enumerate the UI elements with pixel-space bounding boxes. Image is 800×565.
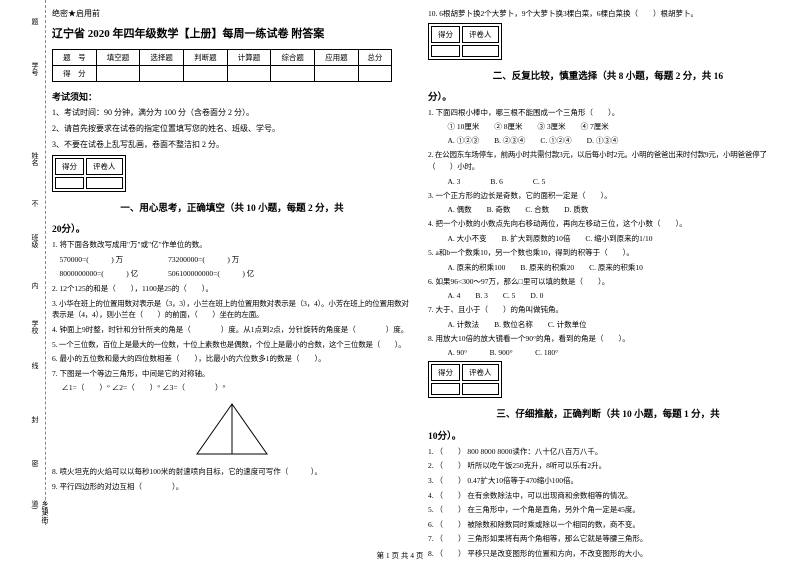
q-item: 8000000000=( ) 亿 506100000000=( ) 亿 xyxy=(52,268,412,280)
row-label: 得 分 xyxy=(53,66,97,82)
q-item: 6. （ ） 被除数和除数同时乘或除以一个相同的数，商不变。 xyxy=(428,519,788,531)
q-item: 3. 一个正方形的边长是奇数，它的面积一定是（ ）。 xyxy=(428,190,788,202)
th: 计算题 xyxy=(227,50,271,66)
q-item: 2. 在公园东车场停车，前两小时共需付款3元，以后每小时2元。小明的爸爸出来时付… xyxy=(428,149,788,172)
th: 应用题 xyxy=(315,50,359,66)
q-item: 8. 用放大10倍的放大镜看一个90°的角，看到的角是（ ）。 xyxy=(428,333,788,345)
triangle-figure xyxy=(52,400,412,460)
q-item: 3. 小华在班上的位置用数对表示是（3，3），小兰在班上的位置用数对表示是（3，… xyxy=(52,298,412,321)
q-item: 4. （ ） 在有余数除法中，可以出现商和余数相等的情况。 xyxy=(428,490,788,502)
score-cell: 得分 xyxy=(55,158,84,175)
binding-label-town: 乡镇(街道) xyxy=(30,500,50,525)
binding-mark-xian: 线 xyxy=(30,362,40,369)
q-opts: ① 10厘米 ② 8厘米 ③ 3厘米 ④ 7厘米 xyxy=(440,121,788,132)
scorer-box: 得分评卷人 xyxy=(428,361,502,398)
q-opts: A. 3 B. 6 C. 5 xyxy=(440,176,788,187)
score-cell: 得分 xyxy=(431,364,460,381)
grader-cell: 评卷人 xyxy=(86,158,123,175)
q-item: 7. 下图是一个等边三角形，中间是它的对称轴。 xyxy=(52,368,412,380)
q-item: ∠1=（ ）° ∠2=（ ）° ∠3=（ ）° xyxy=(52,382,412,394)
q-item: 9. 平行四边形的对边互相（ ）。 xyxy=(52,481,412,493)
q-opts: A. 计数法 B. 数位名称 C. 计数单位 xyxy=(440,319,788,330)
q-item: 4. 把一个小数的小数点先向右移动两位，再向左移动三位，这个小数（ ）。 xyxy=(428,218,788,230)
grader-cell: 评卷人 xyxy=(462,26,499,43)
th: 综合题 xyxy=(271,50,315,66)
section1-title-b: 20分）。 xyxy=(52,221,412,235)
exam-title: 辽宁省 2020 年四年级数学【上册】每周一练试卷 附答案 xyxy=(52,25,412,41)
th: 填空题 xyxy=(96,50,140,66)
notice-title: 考试须知： xyxy=(52,90,412,103)
q-item: 2. 12个125的和是（ ），1100是25的（ ）。 xyxy=(52,283,412,295)
q-item: 2. （ ） 听所以吃午饭250克升，8听可以乐有2升。 xyxy=(428,460,788,472)
binding-label-school: 学校 xyxy=(30,320,40,334)
th: 总分 xyxy=(358,50,391,66)
q-item: 6. 最小的五位数和最大的四位数相差（ ），比最小的六位数多1的数是（ ）。 xyxy=(52,353,412,365)
binding-label-class: 班级 xyxy=(30,234,40,248)
q-item: 5. 一个三位数，百位上是最大的一位数，十位上素数也是偶数，个位上是最小的合数，… xyxy=(52,339,412,351)
q-item: 1. 将下面各数改写成用"万"或"亿"作单位的数。 xyxy=(52,239,412,251)
th: 题 号 xyxy=(53,50,97,66)
left-column: 绝密★启用前 辽宁省 2020 年四年级数学【上册】每周一练试卷 附答案 题 号… xyxy=(52,8,412,563)
q-opts: A. 大小不变 B. 扩大到原数的10倍 C. 缩小到原来的1/10 xyxy=(440,233,788,244)
binding-label-name: 姓名 xyxy=(30,152,40,166)
q-opts: A. 原来的积乘100 B. 原来的积乘20 C. 原来的积乘10 xyxy=(440,262,788,273)
q-item: 1. （ ） 800 8000 8000读作：八十亿八百万八千。 xyxy=(428,446,788,458)
th: 判断题 xyxy=(184,50,228,66)
th: 选择题 xyxy=(140,50,184,66)
binding-mark-nei: 内 xyxy=(30,282,40,289)
isoceles-triangle-icon xyxy=(189,400,275,458)
q-item: 570000=( ) 万 73200000=( ) 万 xyxy=(52,254,412,266)
q-opts: A. 90° B. 900° C. 180° xyxy=(440,347,788,358)
section1-title: 一、用心思考，正确填空（共 10 小题，每题 2 分，共 xyxy=(52,202,412,217)
notice-item: 2、请首先按要求在试卷的指定位置填写您的姓名、班级、学号。 xyxy=(52,123,412,135)
q-opts: A. 偶数 B. 奇数 C. 合数 D. 质数 xyxy=(440,204,788,215)
binding-label-xuehao: 学号 xyxy=(30,62,40,76)
secret-mark: 绝密★启用前 xyxy=(52,8,412,19)
score-summary-table: 题 号 填空题 选择题 判断题 计算题 综合题 应用题 总分 得 分 xyxy=(52,49,392,82)
q-item: 6. 如果96<300～97万，那么□里可以填的数是（ ）。 xyxy=(428,276,788,288)
binding-mark-feng: 封 xyxy=(30,416,40,423)
grader-cell: 评卷人 xyxy=(462,364,499,381)
q-item: 7. 大于、且小于（ ）的角叫做钝角。 xyxy=(428,304,788,316)
q-item: 8. 喷火坦克的火焰可以以每秒100米的射速喷向目标，它的速度可写作（ ）。 xyxy=(52,466,412,478)
q-item: 5. a和b一个数乘10，另一个数也乘10，得到的积等于（ ）。 xyxy=(428,247,788,259)
page-content: 绝密★启用前 辽宁省 2020 年四年级数学【上册】每周一练试卷 附答案 题 号… xyxy=(52,8,792,563)
right-column: 10. 6根胡萝卜换2个大萝卜，9个大萝卜换3棵白菜，6棵白菜换（ ）根胡萝卜。… xyxy=(428,8,788,563)
section2-title: 二、反复比较，慎重选择（共 8 小题，每题 2 分，共 16 xyxy=(428,70,788,85)
binding-mark: 不 xyxy=(30,200,40,207)
q-item: 1. 下面四根小棒中，哪三根不能围成一个三角形（ ）。 xyxy=(428,107,788,119)
q-item: 4. 钟面上9时整，时针和分针所夹的角是（ ）度。从1点到2点，分针旋转的角度是… xyxy=(52,324,412,336)
scorer-box: 得分评卷人 xyxy=(428,23,502,60)
section2-title-b: 分）。 xyxy=(428,89,788,103)
notice-item: 1、考试时间：90 分钟，满分为 100 分（含卷面分 2 分）。 xyxy=(52,107,412,119)
q-item: 10. 6根胡萝卜换2个大萝卜，9个大萝卜换3棵白菜，6棵白菜换（ ）根胡萝卜。 xyxy=(428,8,788,20)
section3-title-b: 10分）。 xyxy=(428,428,788,442)
scorer-box: 得分评卷人 xyxy=(52,155,126,192)
q-opts: A. ①②③ B. ②③④ C. ①②④ D. ①③④ xyxy=(440,135,788,146)
score-cell: 得分 xyxy=(431,26,460,43)
q-item: 7. （ ） 三角形如果将有两个角相等，那么它就是等腰三角形。 xyxy=(428,533,788,545)
binding-margin: 题 学号 姓名 不 班级 内 学校 线 封 密 乡镇(街道) xyxy=(0,0,46,525)
page-footer: 第 1 页 共 4 页 xyxy=(0,550,800,561)
binding-label: 题 xyxy=(30,18,40,25)
q-item: 5. （ ） 在三角形中，一个角是直角，另外个角一定是45度。 xyxy=(428,504,788,516)
binding-mark-mi: 密 xyxy=(30,460,40,467)
q-opts: A. 4 B. 3 C. 5 D. 0 xyxy=(440,290,788,301)
notice-item: 3、不要在试卷上乱写乱画，卷面不整洁扣 2 分。 xyxy=(52,139,412,151)
section3-title: 三、仔细推敲，正确判断（共 10 小题，每题 1 分，共 xyxy=(428,408,788,423)
q-item: 3. （ ） 0.47扩大10倍等于470缩小100倍。 xyxy=(428,475,788,487)
